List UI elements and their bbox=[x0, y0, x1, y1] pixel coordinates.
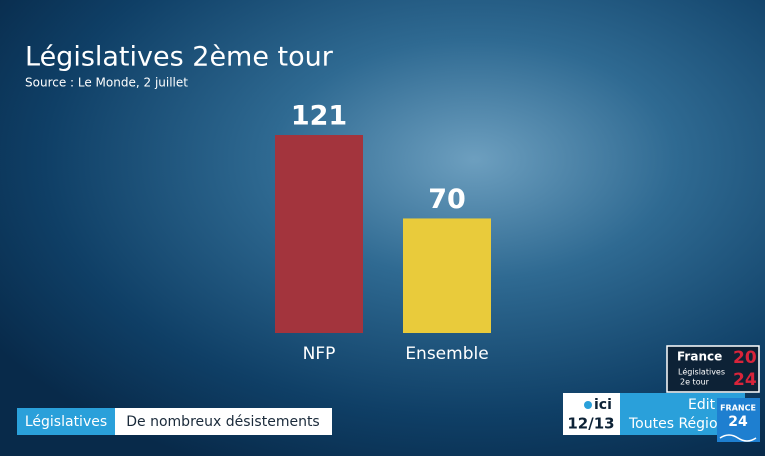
edition-line: Edit bbox=[688, 397, 716, 413]
value-label: 70 bbox=[428, 184, 466, 215]
logo-year: 20 bbox=[733, 348, 757, 368]
category-label: Ensemble bbox=[405, 344, 488, 364]
channel-program: 12/13 bbox=[567, 415, 614, 433]
bar bbox=[403, 218, 491, 333]
logo-brand: France bbox=[677, 350, 722, 364]
value-label: 121 bbox=[291, 101, 347, 132]
channel-logo-box bbox=[563, 393, 620, 435]
election-logo bbox=[666, 345, 760, 393]
edition-line: Toutes Régio bbox=[628, 416, 718, 432]
network-number: 24 bbox=[728, 414, 748, 430]
logo-line: 2e tour bbox=[680, 378, 710, 387]
channel-logo: ici bbox=[594, 397, 612, 413]
logo-dot bbox=[584, 401, 592, 409]
network-wave bbox=[719, 434, 757, 442]
banner-tag-box bbox=[17, 408, 115, 435]
network-name: FRANCE bbox=[720, 404, 756, 413]
network-logo bbox=[717, 398, 760, 442]
logo-year: 24 bbox=[733, 370, 757, 390]
category-label: NFP bbox=[303, 344, 336, 364]
banner-headline-box bbox=[115, 408, 332, 435]
banner-headline: De nombreux désistements bbox=[126, 414, 319, 430]
banner-tag: Législatives bbox=[25, 414, 107, 430]
chart-subtitle: Source : Le Monde, 2 juillet bbox=[25, 76, 188, 90]
bar bbox=[275, 135, 363, 333]
chart-title: Législatives 2ème tour bbox=[25, 42, 334, 73]
logo-line: Législatives bbox=[678, 367, 725, 377]
